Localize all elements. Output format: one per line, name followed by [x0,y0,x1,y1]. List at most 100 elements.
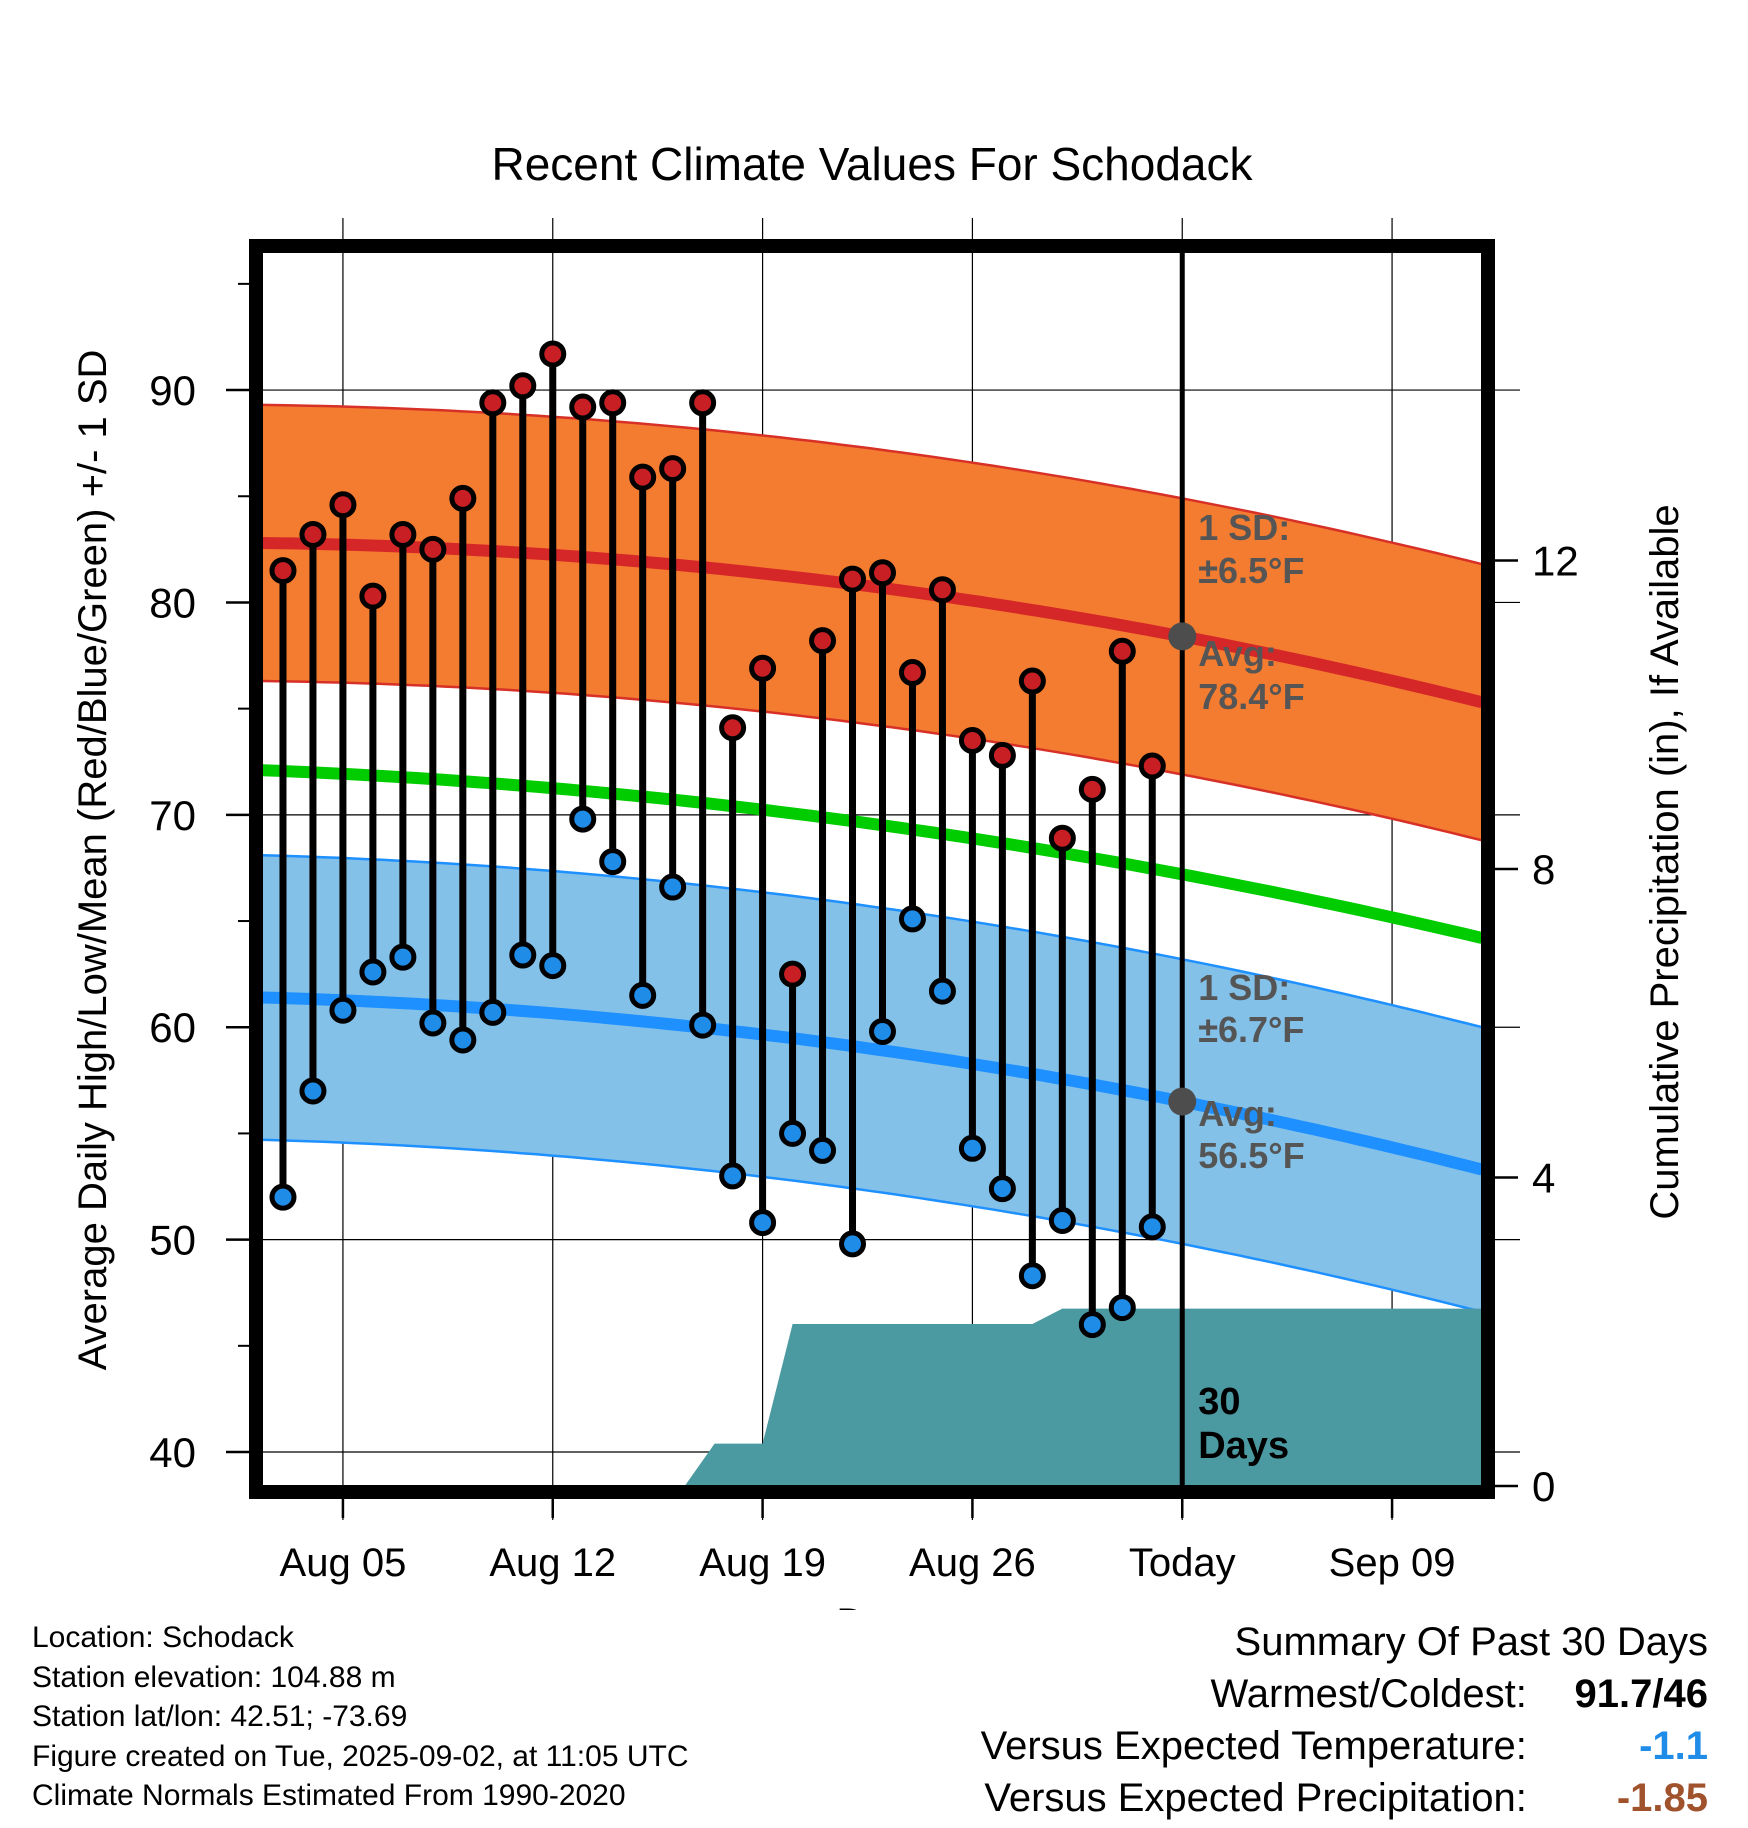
obs-high-point [389,520,417,548]
y-axis-label-left: Average Daily High/Low/Mean (Red/Blue/Gr… [71,350,115,1371]
obs-low-point [689,1011,717,1039]
obs-low-point [539,952,567,980]
obs-low-point [359,958,387,986]
obs-high-point [299,520,327,548]
created-text: Figure created on Tue, 2025-09-02, at 11… [32,1739,689,1773]
x-tick-label: Today [1129,1541,1236,1585]
obs-low-point [719,1162,747,1190]
low-avg-value: 56.5°F [1198,1135,1304,1176]
obs-high-point [1138,752,1166,780]
x-tick-label: Aug 12 [489,1541,616,1585]
obs-low-point [779,1119,807,1147]
y-right-tick-label: 8 [1532,846,1555,893]
obs-low-point [749,1209,777,1237]
obs-low-point [988,1175,1016,1203]
obs-high-point [629,463,657,491]
y-left-tick-label: 50 [149,1217,196,1264]
plot-frame [249,239,1495,1499]
today-low-avg-dot [1168,1087,1197,1116]
obs-low-point [599,848,627,876]
high-avg-value: 78.4°F [1198,676,1304,717]
obs-high-point [329,491,357,519]
obs-high-point [988,741,1016,769]
x-axis-label: Day [836,1601,907,1610]
station-info: Location: Schodack Station elevation: 10… [32,1618,689,1816]
obs-low-point [958,1134,986,1162]
obs-high-point [839,565,867,593]
obs-low-point [449,1026,477,1054]
obs-low-point [509,941,537,969]
y-right-tick-label: 4 [1532,1155,1555,1202]
obs-low-point [1048,1207,1076,1235]
obs-low-point [629,981,657,1009]
axes: 40 50 60 70 80 90 0 4 8 12 Aug 05 Aug 12 Aug 19 Aug 2… [149,282,1579,1585]
precip-value: -1.85 [1616,1776,1708,1820]
obs-high-point [749,654,777,682]
obs-high-point [1078,775,1106,803]
y-left-tick-label: 70 [149,792,196,839]
obs-low-point [1018,1262,1046,1290]
obs-high-point [569,393,597,421]
summary-row-warm-cold: Warmest/Coldest: 91.7/46 [808,1668,1709,1720]
observations [269,340,1166,1339]
obs-high-point [539,340,567,368]
low-sd-label: 1 SD: [1198,967,1290,1008]
x-tick-label: Aug 05 [280,1541,407,1585]
y-left-tick-label: 90 [149,367,196,414]
obs-low-point [569,805,597,833]
y-left-tick-label: 80 [149,579,196,626]
elevation-text: Station elevation: 104.88 m [32,1660,396,1694]
obs-high-point [779,960,807,988]
location-text: Location: Schodack [32,1621,294,1654]
chart-title: Recent Climate Values For Schodack [491,138,1253,190]
obs-high-point [898,659,926,687]
summary-title: Summary Of Past 30 Days [1234,1620,1708,1664]
summary-panel: Summary Of Past 30 Days Warmest/Coldest:… [808,1616,1708,1824]
low-sd-value: ±6.7°F [1198,1009,1304,1050]
high-sd-upper-edge [262,403,1482,566]
obs-low-point [299,1077,327,1105]
warm-cold-label: Warmest/Coldest: [1210,1672,1527,1716]
high-sd-label: 1 SD: [1198,507,1290,548]
low-sd-lower-edge [262,1138,1482,1314]
y-axis-label-right: Cumulative Precipitation (in), If Availa… [1643,504,1687,1219]
temp-value: -1.1 [1639,1724,1708,1768]
obs-low-point [1108,1294,1136,1322]
obs-high-point [599,389,627,417]
obs-high-point [928,576,956,604]
temp-label: Versus Expected Temperature: [980,1724,1527,1768]
period-number: 30 [1198,1381,1240,1423]
obs-high-point [958,727,986,755]
obs-high-point [509,372,537,400]
y-left-tick-label: 40 [149,1429,196,1476]
obs-low-point [928,977,956,1005]
y-right-tick-label: 0 [1532,1463,1555,1510]
summary-row-precipitation: Versus Expected Precipitation: -1.85 [808,1772,1708,1824]
y-left-tick-label: 60 [149,1004,196,1051]
x-tick-label: Sep 09 [1329,1541,1456,1585]
obs-high-point [359,582,387,610]
obs-high-point [1108,637,1136,665]
obs-high-point [419,535,447,563]
obs-low-point [329,996,357,1024]
obs-low-point [1078,1311,1106,1339]
obs-low-point [839,1230,867,1258]
precipitation-area [262,1308,1482,1486]
y-right-tick-label: 12 [1532,538,1579,585]
obs-high-point [269,557,297,585]
obs-low-point [479,998,507,1026]
obs-low-point [809,1136,837,1164]
high-sd-value: ±6.5°F [1198,550,1304,591]
high-sd-band [262,404,1482,841]
x-tick-label: Aug 26 [909,1541,1036,1585]
obs-high-point [659,455,687,483]
obs-high-point [689,389,717,417]
obs-high-point [719,714,747,742]
today-average-dots [1168,622,1197,1116]
precip-label: Versus Expected Precipitation: [984,1776,1527,1820]
low-sd-band [262,855,1482,1312]
x-tick-label: Aug 19 [699,1541,826,1585]
obs-low-point [389,943,417,971]
low-avg-label: Avg: [1198,1093,1277,1134]
